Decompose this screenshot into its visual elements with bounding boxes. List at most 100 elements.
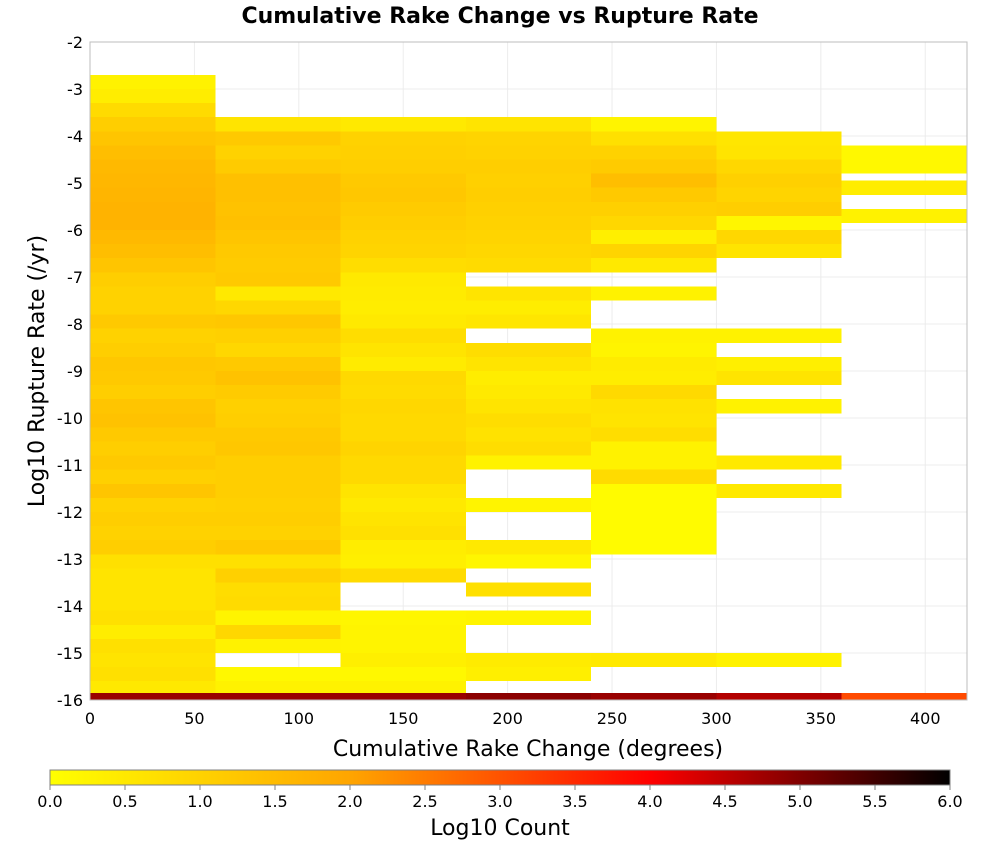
heatmap-cell (90, 74, 216, 89)
y-tick-label: -7 (67, 268, 83, 287)
heatmap-cell (591, 159, 717, 174)
colorbar-tick-label: 6.0 (937, 792, 962, 811)
heatmap-cell (340, 399, 466, 414)
heatmap-cell (465, 300, 592, 315)
heatmap-cell (90, 582, 216, 597)
heatmap-cell (215, 201, 341, 216)
heatmap-cell (215, 427, 341, 442)
heatmap-cell (340, 427, 466, 442)
heatmap-cell (215, 187, 341, 202)
heatmap-cell (465, 610, 592, 625)
heatmap-cell (340, 441, 466, 456)
heatmap-cell (215, 667, 341, 682)
heatmap-cell (90, 272, 216, 287)
heatmap-cell (591, 187, 717, 202)
heatmap-cell (591, 653, 717, 668)
heatmap-cell (215, 540, 341, 555)
heatmap-cell (716, 455, 842, 470)
heatmap-cell (90, 342, 216, 357)
heatmap-cell (215, 131, 341, 146)
heatmap-cell (716, 215, 842, 230)
heatmap-cell (716, 230, 842, 245)
heatmap-cell (465, 215, 592, 230)
heatmap-cell (215, 469, 341, 484)
heatmap-cell (716, 356, 842, 371)
heatmap-cell (465, 187, 592, 202)
heatmap-cell (215, 497, 341, 512)
heatmap-cell (215, 568, 341, 583)
heatmap-cell (465, 692, 592, 700)
heatmap-cell (591, 342, 717, 357)
heatmap-cell (90, 300, 216, 315)
heatmap-cell (215, 356, 341, 371)
heatmap-cell (215, 610, 341, 625)
heatmap-cell (90, 131, 216, 146)
heatmap-cell (215, 244, 341, 259)
heatmap-cell (215, 117, 341, 132)
heatmap-cell (340, 173, 466, 188)
heatmap-cell (90, 286, 216, 301)
colorbar-tick-label: 0.0 (37, 792, 62, 811)
heatmap-cell (591, 117, 717, 132)
heatmap-cell (591, 540, 717, 555)
heatmap-cell (215, 483, 341, 498)
heatmap-cell (465, 385, 592, 400)
heatmap-cell (340, 624, 466, 639)
y-axis-ticks: -2 -3 -4 -5 -6 -7 -8 -9 -10 -11 -12 -13 -14 -15 -16 (57, 33, 83, 710)
x-tick-label: 250 (597, 709, 628, 728)
heatmap-cell (90, 413, 216, 428)
heatmap-cell (465, 455, 592, 470)
heatmap-cell (215, 385, 341, 400)
heatmap-cell (591, 526, 717, 541)
heatmap-cell (90, 681, 216, 696)
heatmap-cell (465, 540, 592, 555)
heatmap-cell (465, 497, 592, 512)
heatmap-cell (340, 230, 466, 245)
x-tick-label: 100 (284, 709, 315, 728)
colorbar-ticks: 0.0 0.5 1.0 1.5 2.0 2.5 3.0 3.5 4.0 4.5 5.0 5.5 6.0 (37, 785, 963, 811)
heatmap-cell (465, 131, 592, 146)
heatmap-cell (340, 681, 466, 696)
heatmap-cell (215, 554, 341, 569)
colorbar-tick-label: 0.5 (112, 792, 137, 811)
heatmap-cell (90, 230, 216, 245)
x-tick-label: 200 (492, 709, 523, 728)
heatmap-cell (716, 371, 842, 386)
heatmap-cell (591, 173, 717, 188)
heatmap-cell (340, 610, 466, 625)
heatmap-cell (841, 180, 967, 195)
heatmap-cell (340, 201, 466, 216)
heatmap-cell (340, 314, 466, 329)
heatmap-cell (90, 201, 216, 216)
heatmap-cell (465, 244, 592, 259)
heatmap-cell (716, 653, 842, 668)
heatmap-cell (215, 286, 341, 301)
heatmap-cell (215, 328, 341, 343)
colorbar-label: Log10 Count (430, 816, 570, 841)
heatmap-cell (340, 512, 466, 527)
heatmap-cell (340, 215, 466, 230)
heatmap-cell (465, 413, 592, 428)
heatmap-cell (215, 526, 341, 541)
heatmap-cell (215, 145, 341, 160)
heatmap-cell (90, 526, 216, 541)
heatmap-cell (465, 145, 592, 160)
heatmap-cell (90, 244, 216, 259)
heatmap-cell (465, 653, 592, 668)
heatmap-cell (90, 328, 216, 343)
heatmap-cell (591, 413, 717, 428)
heatmap-cell (591, 286, 717, 301)
x-tick-label: 400 (910, 709, 941, 728)
heatmap-cell (90, 653, 216, 668)
heatmap-cell (465, 173, 592, 188)
heatmap-cell (215, 399, 341, 414)
heatmap-cell (215, 582, 341, 597)
heatmap-cell (90, 399, 216, 414)
x-axis-ticks: 0 50 100 150 200 250 300 350 400 (85, 709, 941, 728)
heatmap-cell (591, 427, 717, 442)
heatmap-cell (90, 624, 216, 639)
colorbar-tick-label: 2.5 (412, 792, 437, 811)
heatmap-cell (215, 413, 341, 428)
heatmap-cell (465, 554, 592, 569)
